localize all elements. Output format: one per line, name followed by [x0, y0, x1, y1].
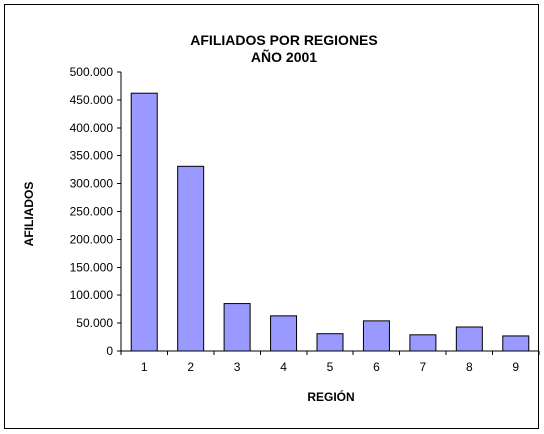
x-tick-label: 1 — [141, 360, 148, 374]
bar-region-7 — [409, 334, 437, 352]
y-tick-label: 200.000 — [70, 232, 114, 246]
x-tick-label: 2 — [187, 360, 194, 374]
plot-area: 0 50.000 100.000 150.000 200.000 250.000 300.0… — [70, 65, 540, 374]
y-tick-label: 50.000 — [76, 316, 113, 330]
bar-region-3 — [223, 303, 251, 352]
x-tick-label: 3 — [234, 360, 241, 374]
y-axis-title: AFILIADOS — [22, 182, 36, 247]
x-tick-label: 6 — [373, 360, 380, 374]
x-tick-label: 9 — [512, 360, 519, 374]
bar-region-2 — [177, 165, 205, 352]
y-tick-label: 250.000 — [70, 205, 114, 219]
y-tick-label: 300.000 — [70, 177, 114, 191]
x-axis-title: REGIÓN — [307, 389, 354, 404]
y-tick-label: 350.000 — [70, 149, 114, 163]
bar-region-4 — [270, 315, 298, 352]
y-tick-label: 500.000 — [70, 65, 114, 79]
y-tick-label: 0 — [106, 344, 113, 358]
y-tick-label: 450.000 — [70, 93, 114, 107]
chart-title: AFILIADOS POR REGIONES — [190, 32, 377, 48]
chart-subtitle: AÑO 2001 — [251, 48, 317, 65]
x-tick-label: 7 — [420, 360, 427, 374]
chart-frame — [4, 4, 539, 429]
x-tick-label: 5 — [327, 360, 334, 374]
y-tick-label: 400.000 — [70, 121, 114, 135]
x-tick-label: 8 — [466, 360, 473, 374]
bar-region-1 — [130, 92, 158, 352]
y-tick-label: 150.000 — [70, 260, 114, 274]
bar-region-6 — [362, 320, 390, 352]
bar-region-8 — [455, 326, 483, 352]
x-tick-label: 4 — [280, 360, 287, 374]
y-tick-label: 100.000 — [70, 288, 114, 302]
bar-region-5 — [316, 333, 344, 352]
bar-region-9 — [502, 335, 530, 352]
